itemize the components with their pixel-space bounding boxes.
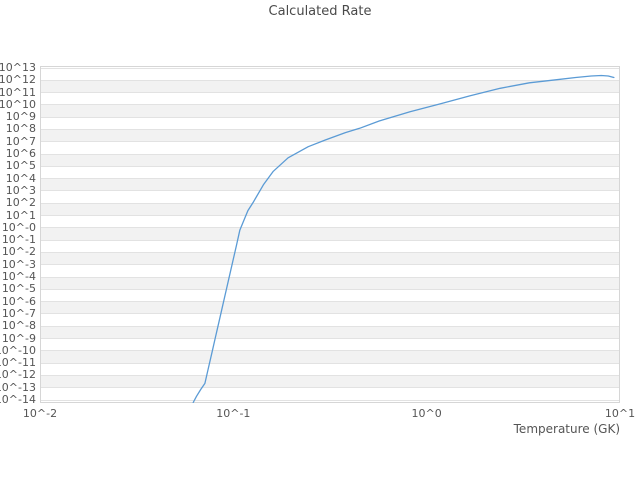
gridline: [41, 227, 619, 229]
gridline: [41, 374, 619, 376]
chart-title: Calculated Rate: [268, 4, 372, 19]
y-axis-tick-label: 10^8: [5, 122, 36, 136]
rate-curve-line: [192, 74, 615, 403]
y-axis-tick-label: 10^-1: [1, 233, 36, 247]
y-axis-tick-label: 10^-8: [1, 319, 36, 333]
gridline: [41, 92, 619, 94]
x-axis-tick-label: 10^-1: [216, 407, 251, 420]
y-axis-tick-label: 10^3: [5, 183, 36, 197]
y-axis-tick-label: 10^-12: [0, 368, 36, 382]
x-axis-tick-label: 10^1: [604, 407, 636, 420]
gridline: [41, 350, 619, 352]
gridline: [41, 264, 619, 266]
gridline: [41, 325, 619, 327]
y-axis-tick-label: 10^-4: [1, 270, 36, 284]
gridline: [41, 202, 619, 204]
gridline: [41, 239, 619, 241]
gridline: [41, 399, 619, 401]
x-axis-tick-label: 10^0: [411, 407, 442, 420]
plot-band: [41, 104, 619, 118]
gridline: [41, 301, 619, 303]
gridline: [41, 128, 619, 130]
x-axis-tick-label: 10^-2: [22, 407, 58, 420]
gridline: [41, 116, 619, 118]
x-axis-title: Temperature (GK): [513, 422, 620, 436]
plot-band: [41, 252, 619, 265]
gridline: [41, 178, 619, 180]
y-axis-tick-label: 10^10: [0, 97, 36, 111]
gridline: [41, 104, 619, 106]
gridline: [41, 153, 619, 155]
plot-band: [41, 277, 619, 290]
gridline: [41, 288, 619, 290]
gridline: [41, 190, 619, 192]
gridline: [41, 215, 619, 217]
y-axis-tick-label: 10^4: [5, 171, 36, 185]
y-axis-tick-label: 10^-0: [1, 220, 36, 234]
gridline: [41, 387, 619, 389]
plot-band: [41, 203, 619, 216]
y-axis-tick-label: 10^-6: [1, 294, 36, 308]
gridline: [41, 251, 619, 253]
gridline: [41, 67, 619, 69]
gridline: [41, 141, 619, 143]
plot-border: [40, 66, 620, 403]
y-axis-tick-label: 10^2: [5, 196, 36, 210]
plot-band: [41, 350, 619, 364]
gridline: [41, 276, 619, 278]
plot-band: [41, 154, 619, 167]
y-axis-tick-label: 10^6: [5, 147, 36, 161]
plot-band: [41, 326, 619, 339]
plot-band: [41, 301, 619, 314]
y-axis-tick-label: 10^13: [0, 61, 36, 74]
gridline: [41, 313, 619, 315]
plot-band: [41, 129, 619, 142]
y-axis-tick-label: 10^5: [5, 159, 36, 173]
y-axis-tick-label: 10^9: [5, 110, 36, 124]
y-axis-tick-label: 10^-10: [0, 343, 36, 357]
gridline: [41, 362, 619, 364]
gridline: [41, 79, 619, 81]
y-axis-tick-label: 10^-3: [1, 257, 36, 271]
y-axis-tick-label: 10^-13: [0, 380, 36, 394]
plot-band: [41, 227, 619, 241]
y-axis-tick-label: 10^7: [5, 134, 36, 148]
plot-band: [41, 375, 619, 388]
y-axis-tick-label: 10^-14: [0, 393, 36, 406]
y-axis-tick-label: 10^-11: [0, 356, 36, 370]
plot-band: [41, 178, 619, 191]
y-axis-tick-label: 10^1: [5, 208, 36, 222]
y-axis-tick-label: 10^-2: [1, 245, 36, 259]
gridline: [41, 165, 619, 167]
y-axis-tick-label: 10^11: [0, 85, 36, 99]
y-axis-tick-label: 10^-7: [1, 306, 36, 320]
y-axis-tick-label: 10^-9: [1, 331, 36, 345]
plot-band: [41, 80, 619, 93]
y-axis-tick-label: 10^12: [0, 73, 36, 87]
y-axis-tick-label: 10^-5: [1, 282, 36, 296]
gridline: [41, 338, 619, 340]
